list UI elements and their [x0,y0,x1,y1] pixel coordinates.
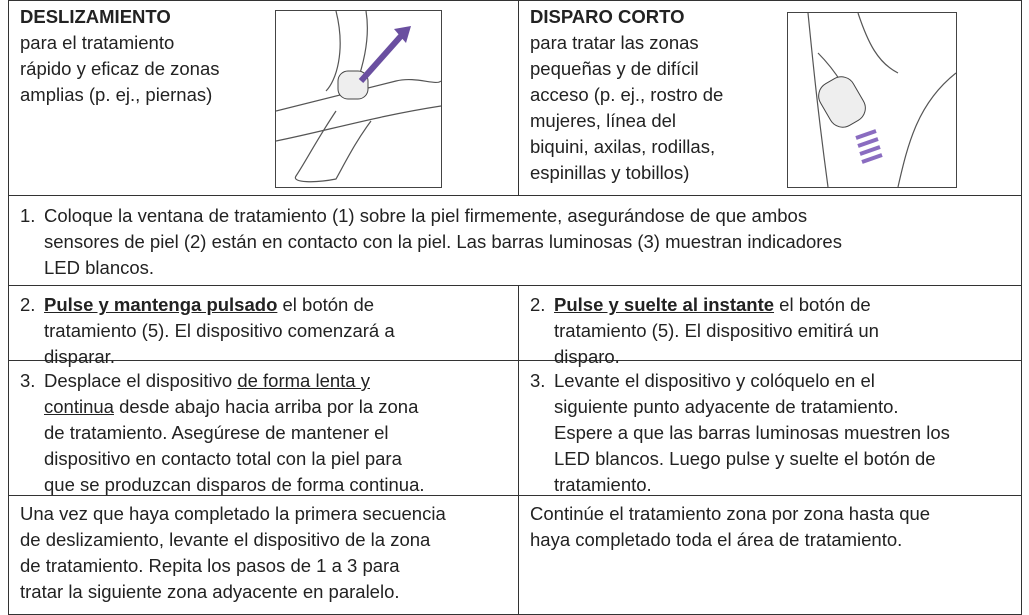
step-number: 3. [20,370,36,391]
text-segment: continua [44,396,114,417]
text-segment: desde abajo hacia arriba por la zona [113,396,419,417]
text-segment: Coloque la ventana de tratamiento (1) so… [44,205,808,226]
text-line: de tratamiento. Asegúrese de mantener el [44,420,389,446]
emphasis: Pulse y suelte al instante [554,294,775,315]
footer-line: Una vez que haya completado la primera s… [20,503,446,524]
text-line: Coloque la ventana de tratamiento (1) so… [44,203,807,229]
header-line: rápido y eficaz de zonas [20,58,220,79]
text-segment: que se produzcan disparos de forma conti… [44,474,425,495]
text-segment: tratamiento (5). El dispositivo emitirá … [554,320,879,341]
text-line: disparar. [44,344,115,370]
header-line: pequeñas y de difícil [530,58,699,79]
header-title: DESLIZAMIENTO [20,6,171,27]
text-line: tratamiento (5). El dispositivo emitirá … [554,318,879,344]
emphasis: Pulse y mantenga pulsado [44,294,278,315]
illustration-gliding [275,10,442,188]
text-line: disparo. [554,344,620,370]
footer-line: tratar la siguiente zona adyacente en pa… [20,581,400,602]
text-segment: LED blancos. Luego pulse y suelte el bot… [554,448,936,469]
footer-line: haya completado toda el área de tratamie… [530,529,903,550]
text-segment: Espere a que las barras luminosas muestr… [554,422,950,443]
step-number: 3. [530,370,546,391]
text-segment: Levante el dispositivo y colóquelo en el [554,370,875,391]
header-line: acceso (p. ej., rostro de [530,84,724,105]
text-segment: el botón de [774,294,871,315]
footer-line: de deslizamiento, levante el dispositivo… [20,529,431,550]
header-line: para tratar las zonas [530,32,699,53]
footer-line: Continúe el tratamiento zona por zona ha… [530,503,931,524]
step-number: 2. [530,294,546,315]
header-line: biquini, axilas, rodillas, [530,136,716,157]
text-segment: LED blancos. [44,257,155,278]
text-line: Pulse y mantenga pulsado el botón de [44,292,374,318]
text-line: continua desde abajo hacia arriba por la… [44,394,418,420]
step-number: 2. [20,294,36,315]
text-line: que se produzcan disparos de forma conti… [44,472,425,498]
text-line: LED blancos. [44,255,154,281]
header-line: amplias (p. ej., piernas) [20,84,213,105]
header-line: para el tratamiento [20,32,175,53]
text-segment: de forma lenta y [237,370,370,391]
text-segment: Desplace el dispositivo [44,370,238,391]
step-number: 1. [20,205,36,226]
text-line: Levante el dispositivo y colóquelo en el [554,368,875,394]
header-line: mujeres, línea del [530,110,677,131]
header-title: DISPARO CORTO [530,6,685,27]
text-segment: disparo. [554,346,620,367]
text-line: Pulse y suelte al instante el botón de [554,292,871,318]
text-segment: el botón de [277,294,375,315]
text-line: dispositivo en contacto total con la pie… [44,446,402,472]
text-line: Desplace el dispositivo de forma lenta y [44,368,370,394]
text-segment: siguiente punto adyacente de tratamiento… [554,396,899,417]
text-segment: tratamiento. [554,474,652,495]
text-line: LED blancos. Luego pulse y suelte el bot… [554,446,936,472]
text-line: Espere a que las barras luminosas muestr… [554,420,950,446]
text-line: sensores de piel (2) están en contacto c… [44,229,842,255]
text-segment: sensores de piel (2) están en contacto c… [44,231,842,252]
text-line: tratamiento (5). El dispositivo comenzar… [44,318,395,344]
text-line: siguiente punto adyacente de tratamiento… [554,394,899,420]
text-segment: de tratamiento. Asegúrese de mantener el [44,422,389,443]
footer-line: de tratamiento. Repita los pasos de 1 a … [20,555,400,576]
illustration-single-shot [787,12,957,188]
text-segment: dispositivo en contacto total con la pie… [44,448,402,469]
text-segment: tratamiento (5). El dispositivo comenzar… [44,320,395,341]
text-segment: disparar. [44,346,115,367]
header-line: espinillas y tobillos) [530,162,690,183]
text-line: tratamiento. [554,472,652,498]
